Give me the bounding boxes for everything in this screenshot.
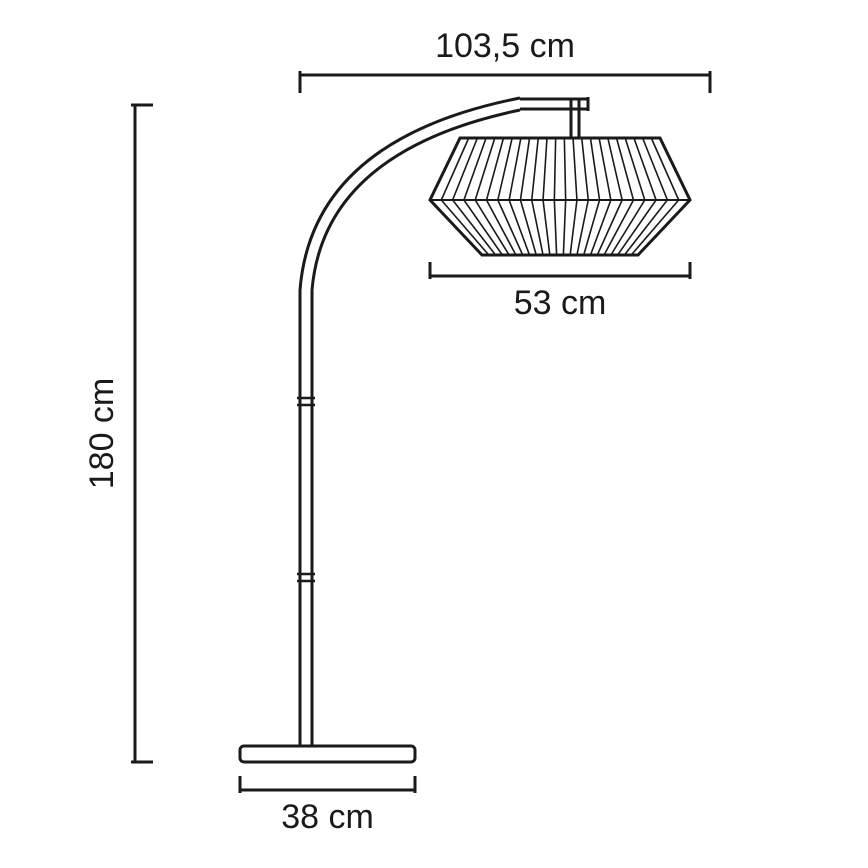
lamp-dimension-diagram: 103,5 cm 180 cm 53 cm 38 cm <box>0 0 868 868</box>
lamp-drawing <box>240 97 690 762</box>
dim-overall-width-label: 103,5 cm <box>435 27 575 65</box>
lamp-base <box>240 746 415 762</box>
dim-overall-height-label: 180 cm <box>83 378 121 490</box>
lamp-shade-outline <box>430 138 690 255</box>
dim-base-width-label: 38 cm <box>281 798 374 836</box>
dim-shade-width-label: 53 cm <box>514 284 607 322</box>
